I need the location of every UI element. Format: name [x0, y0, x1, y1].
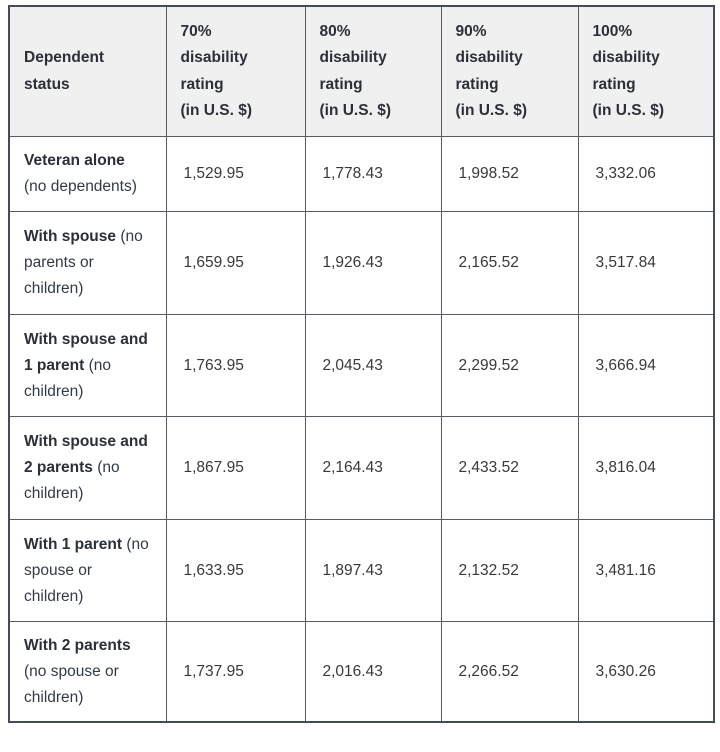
row-label-rest: (no spouse or children) — [24, 662, 119, 706]
cell-80-rating: 1,926.43 — [304, 211, 442, 316]
row-label-rest: (no spouse or children) — [24, 535, 149, 605]
page: Dependent status 70% disability rating (… — [8, 5, 715, 723]
table-row-with-spouse-2-parents: With spouse and 2 parents (no children) … — [8, 416, 715, 521]
header-70-disability-rating: 70% disability rating (in U.S. $) — [165, 5, 306, 138]
row-label-bold: With spouse — [24, 228, 117, 246]
cell-100-rating: 3,630.26 — [577, 621, 715, 723]
row-label: With spouse and 2 parents (no children) — [8, 416, 167, 521]
row-label: With 2 parents (no spouse or children) — [8, 621, 167, 723]
row-label-rest: (no children) — [24, 459, 120, 503]
row-label: With spouse (no parents or children) — [8, 211, 167, 316]
cell-100-rating: 3,517.84 — [577, 211, 715, 316]
cell-70-rating: 1,633.95 — [165, 519, 306, 623]
cell-70-rating: 1,763.95 — [165, 314, 306, 418]
cell-80-rating: 2,016.43 — [304, 621, 442, 723]
table-row-with-2-parents: With 2 parents (no spouse or children) 1… — [8, 621, 715, 723]
cell-90-rating: 2,132.52 — [440, 519, 579, 623]
cell-70-rating: 1,529.95 — [165, 136, 306, 213]
cell-80-rating: 1,778.43 — [304, 136, 442, 213]
cell-90-rating: 1,998.52 — [440, 136, 579, 213]
cell-100-rating: 3,481.16 — [577, 519, 715, 623]
header-dependent-status: Dependent status — [8, 5, 167, 138]
row-label: Veteran alone (no dependents) — [8, 136, 167, 213]
header-80-disability-rating: 80% disability rating (in U.S. $) — [304, 5, 442, 138]
table-row-with-spouse: With spouse (no parents or children) 1,6… — [8, 211, 715, 316]
row-label-rest: (no dependents) — [24, 178, 137, 196]
header-row: Dependent status 70% disability rating (… — [8, 5, 715, 138]
cell-80-rating: 2,164.43 — [304, 416, 442, 521]
header-90-disability-rating: 90% disability rating (in U.S. $) — [440, 5, 579, 138]
cell-100-rating: 3,332.06 — [577, 136, 715, 213]
cell-100-rating: 3,816.04 — [577, 416, 715, 521]
cell-80-rating: 1,897.43 — [304, 519, 442, 623]
row-label-bold: With spouse and 1 parent — [24, 330, 148, 374]
row-label: With 1 parent (no spouse or children) — [8, 519, 167, 623]
row-label-bold: With spouse and 2 parents — [24, 433, 148, 477]
cell-90-rating: 2,299.52 — [440, 314, 579, 418]
table-row-with-1-parent: With 1 parent (no spouse or children) 1,… — [8, 519, 715, 623]
cell-70-rating: 1,659.95 — [165, 211, 306, 316]
cell-90-rating: 2,266.52 — [440, 621, 579, 723]
cell-70-rating: 1,737.95 — [165, 621, 306, 723]
cell-70-rating: 1,867.95 — [165, 416, 306, 521]
disability-rates-table: Dependent status 70% disability rating (… — [8, 5, 715, 723]
cell-80-rating: 2,045.43 — [304, 314, 442, 418]
row-label: With spouse and 1 parent (no children) — [8, 314, 167, 418]
row-label-bold: With 1 parent — [24, 535, 123, 553]
table-row-with-spouse-1-parent: With spouse and 1 parent (no children) 1… — [8, 314, 715, 418]
cell-100-rating: 3,666.94 — [577, 314, 715, 418]
row-label-bold: With 2 parents — [24, 636, 131, 654]
row-label-rest: (no parents or children) — [24, 228, 143, 298]
row-label-rest: (no children) — [24, 356, 112, 400]
cell-90-rating: 2,433.52 — [440, 416, 579, 521]
row-label-bold: Veteran alone — [24, 152, 125, 170]
cell-90-rating: 2,165.52 — [440, 211, 579, 316]
table-row-veteran-alone: Veteran alone (no dependents) 1,529.95 1… — [8, 136, 715, 213]
header-100-disability-rating: 100% disability rating (in U.S. $) — [577, 5, 715, 138]
